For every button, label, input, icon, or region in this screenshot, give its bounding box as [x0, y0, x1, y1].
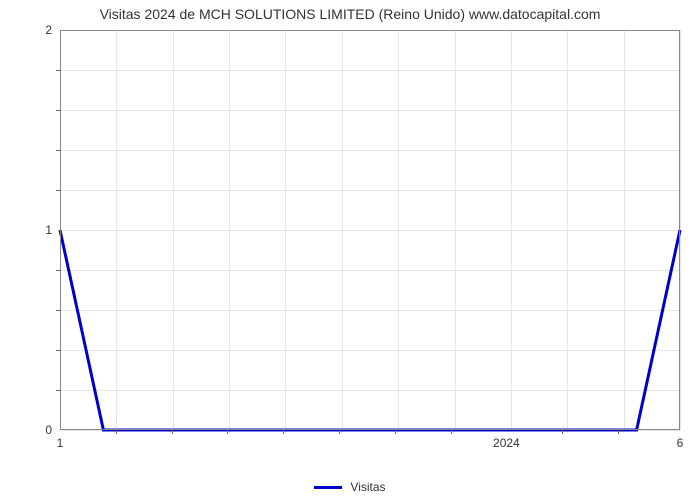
y-minor-tick — [56, 150, 60, 151]
y-tick-label: 1 — [45, 223, 60, 237]
legend-swatch — [314, 486, 342, 489]
chart-container: Visitas 2024 de MCH SOLUTIONS LIMITED (R… — [0, 0, 700, 500]
y-minor-tick — [56, 390, 60, 391]
x-minor-tick — [339, 430, 340, 434]
legend-label: Visitas — [350, 480, 385, 494]
chart-title: Visitas 2024 de MCH SOLUTIONS LIMITED (R… — [0, 6, 700, 22]
plot-area: 012 120246 — [60, 30, 680, 430]
x-minor-tick — [227, 430, 228, 434]
legend-item: Visitas — [314, 480, 385, 494]
y-minor-tick — [56, 350, 60, 351]
x-minor-tick — [562, 430, 563, 434]
y-minor-tick — [56, 70, 60, 71]
x-tick-label: 2024 — [493, 430, 520, 450]
legend: Visitas — [0, 476, 700, 495]
y-tick-label: 2 — [45, 23, 60, 37]
y-minor-tick — [56, 270, 60, 271]
x-minor-tick — [395, 430, 396, 434]
series-line — [60, 230, 680, 430]
y-minor-tick — [56, 190, 60, 191]
y-minor-tick — [56, 110, 60, 111]
x-tick-label: 1 — [57, 430, 64, 450]
x-tick-label: 6 — [677, 430, 684, 450]
x-minor-tick — [172, 430, 173, 434]
x-minor-tick — [116, 430, 117, 434]
x-minor-tick — [451, 430, 452, 434]
x-minor-tick — [618, 430, 619, 434]
grid-line-vertical — [680, 30, 681, 430]
line-layer — [60, 30, 680, 430]
y-minor-tick — [56, 310, 60, 311]
x-minor-tick — [283, 430, 284, 434]
